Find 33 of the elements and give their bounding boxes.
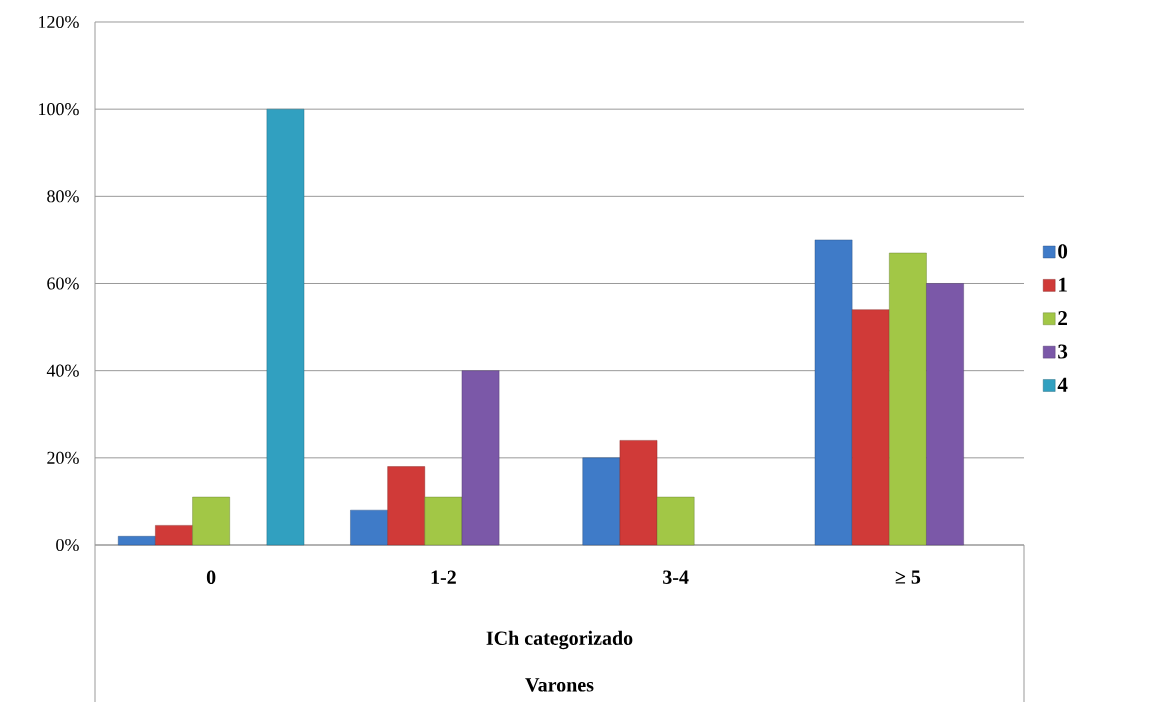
- x-tick-label: 1-2: [431, 570, 456, 584]
- y-tick-label: 20%: [47, 451, 79, 464]
- bar: [619, 440, 658, 546]
- legend-label: 1: [1059, 277, 1067, 292]
- y-tick-label: 40%: [46, 364, 79, 377]
- bar: [814, 239, 853, 546]
- y-tick-label: 120%: [39, 15, 79, 29]
- text: Varones: [525, 678, 594, 692]
- x-tick-label: ≥ 5: [895, 570, 921, 584]
- bar: [266, 108, 305, 546]
- bar: [387, 466, 425, 546]
- y-tick-label: 0%: [56, 538, 79, 552]
- bar: [350, 509, 388, 546]
- bar: [656, 496, 695, 546]
- bar: [155, 525, 193, 546]
- legend-label: 3: [1058, 344, 1068, 359]
- y-tick-label: 80%: [47, 190, 79, 203]
- x-axis-title: ICh categorizado: [486, 630, 633, 650]
- bar: [192, 496, 230, 546]
- legend-label: 2: [1058, 311, 1067, 325]
- bar: [582, 457, 621, 546]
- bar: [118, 536, 156, 546]
- y-tick-label: 60%: [47, 277, 79, 290]
- x-tick-label: 3-4: [663, 570, 689, 584]
- legend-label: 0: [1058, 244, 1068, 259]
- legend-label: 4: [1057, 377, 1068, 392]
- bar: [851, 309, 890, 546]
- bar: [926, 283, 964, 546]
- bar: [461, 370, 500, 546]
- x-tick-label: 0: [206, 570, 216, 585]
- y-tick-label: 100%: [39, 103, 79, 116]
- bar: [889, 252, 927, 546]
- bar: [424, 496, 463, 546]
